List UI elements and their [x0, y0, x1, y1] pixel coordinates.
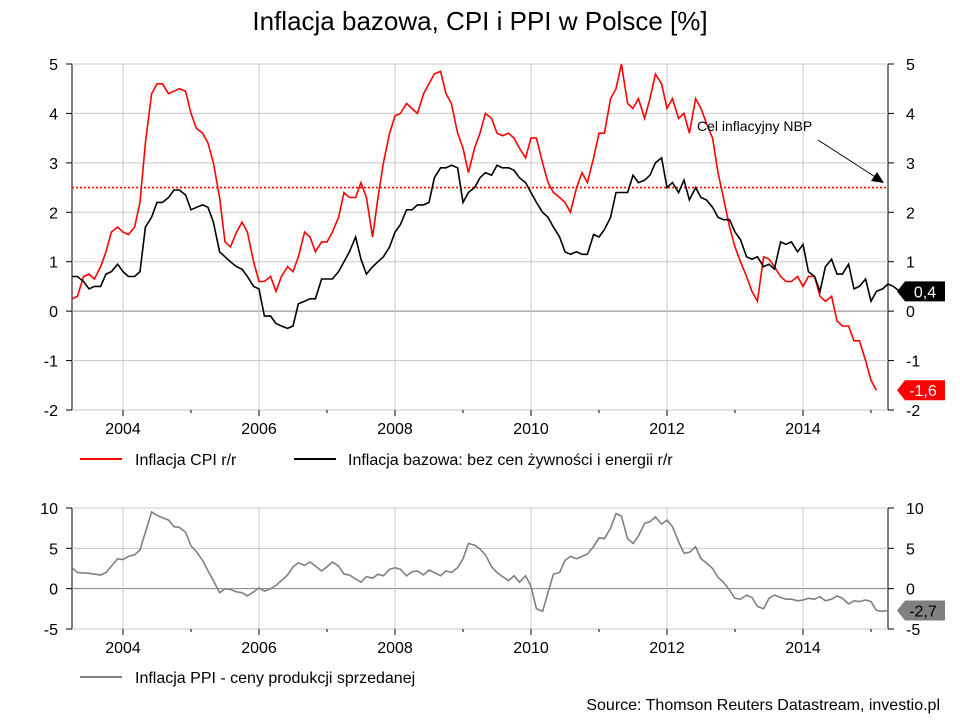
- legend-label-cpi: Inflacja CPI r/r: [135, 452, 237, 469]
- bottom-y-tick-label-left: -5: [44, 622, 58, 639]
- top-y-tick-label-left: -1: [44, 354, 58, 371]
- ppi-series-line: [71, 510, 889, 613]
- top-x-tick-label: 2006: [241, 421, 277, 438]
- source-note: Source: Thomson Reuters Datastream, inve…: [586, 697, 940, 714]
- top-y-tick-label-right: 2: [906, 205, 915, 222]
- ppi-last-value-badge: -2,7: [897, 600, 945, 621]
- top-legend: Inflacja CPI r/r Inflacja bazowa: bez ce…: [80, 452, 673, 469]
- ppi-last-value-badge-shape: [897, 600, 945, 621]
- top-plot-frame: [71, 63, 889, 411]
- cpi-last-value-badge: -1,6: [897, 380, 945, 401]
- top-y-tick-label-left: 4: [49, 106, 58, 123]
- top-y-tick-label-left: 0: [49, 304, 58, 321]
- top-x-tick-label: 2004: [105, 421, 141, 438]
- annotation-arrow-head: [871, 172, 884, 183]
- cpi-series-line: [71, 63, 878, 391]
- core-last-value-label: 0,4: [914, 284, 936, 301]
- bottom-y-ticks-right: 10 5 0 -5: [888, 501, 924, 639]
- core-inflation-series-line: [72, 156, 901, 330]
- bottom-x-ticks: 2004 2006 2008 2010 2012 2014: [105, 629, 872, 657]
- legend-label-ppi: Inflacja PPI - ceny produkcji sprzedanej: [135, 670, 415, 687]
- bottom-panel: 10 5 0 -5 10 5 0 -5 2004 2006 2008 2010 2012 2014 -…: [40, 501, 945, 657]
- bottom-legend: Inflacja PPI - ceny produkcji sprzedanej: [80, 670, 415, 687]
- top-x-tick-label: 2014: [785, 421, 821, 438]
- core-last-value-badge-shape: [897, 281, 945, 302]
- top-grid: [72, 63, 888, 411]
- top-y-tick-label-left: 2: [49, 205, 58, 222]
- top-x-ticks: 2004 2006 2008 2010 2012 2014: [105, 410, 872, 438]
- top-y-tick-label-left: 3: [49, 156, 58, 173]
- bottom-y-tick-label-right: 0: [906, 582, 915, 599]
- cpi-last-value-label: -1,6: [909, 383, 937, 400]
- top-y-tick-label-right: -2: [906, 403, 920, 420]
- top-y-tick-label-right: 3: [906, 156, 915, 173]
- top-y-tick-label-left: -2: [44, 403, 58, 420]
- bottom-y-tick-label-left: 0: [49, 582, 58, 599]
- bottom-x-tick-label: 2008: [377, 640, 413, 657]
- bottom-y-tick-label-left: 5: [49, 541, 58, 558]
- top-y-tick-label-left: 1: [49, 255, 58, 272]
- top-y-tick-label-right: 5: [906, 57, 915, 74]
- bottom-y-tick-label-right: 10: [906, 501, 924, 518]
- top-y-tick-label-right: 1: [906, 255, 915, 272]
- top-y-tick-label-right: -1: [906, 354, 920, 371]
- top-y-tick-label-right: 0: [906, 304, 915, 321]
- cpi-last-value-badge-shape: [897, 380, 945, 401]
- bottom-x-tick-label: 2004: [105, 640, 141, 657]
- bottom-x-tick-label: 2012: [649, 640, 685, 657]
- inflation-target-annotation: Cel inflacyjny NBP: [697, 118, 812, 134]
- bottom-y-tick-label-right: -5: [906, 622, 920, 639]
- bottom-plot-frame: [71, 507, 889, 630]
- ppi-last-value-label: -2,7: [909, 603, 937, 620]
- top-x-tick-label: 2012: [649, 421, 685, 438]
- bottom-y-tick-label-right: 5: [906, 541, 915, 558]
- bottom-x-tick-label: 2006: [241, 640, 277, 657]
- chart-title: Inflacja bazowa, CPI i PPI w Polsce [%]: [252, 6, 707, 36]
- bottom-y-ticks-left: 10 5 0 -5: [40, 501, 72, 639]
- bottom-y-tick-label-left: 10: [40, 501, 58, 518]
- core-last-value-badge: 0,4: [897, 281, 945, 302]
- top-x-tick-label: 2008: [377, 421, 413, 438]
- top-y-tick-label-right: 4: [906, 106, 915, 123]
- bottom-x-tick-label: 2014: [785, 640, 821, 657]
- bottom-x-tick-label: 2010: [513, 640, 549, 657]
- legend-label-core: Inflacja bazowa: bez cen żywności i ener…: [348, 452, 673, 469]
- top-y-ticks-left: 5 4 3 2 1 0 -1 -2: [44, 57, 72, 420]
- annotation-arrow-shaft: [817, 139, 881, 181]
- top-y-ticks-right: 5 4 3 2 1 0 -1 -2: [888, 57, 920, 420]
- top-y-tick-label-left: 5: [49, 57, 58, 74]
- top-x-tick-label: 2010: [513, 421, 549, 438]
